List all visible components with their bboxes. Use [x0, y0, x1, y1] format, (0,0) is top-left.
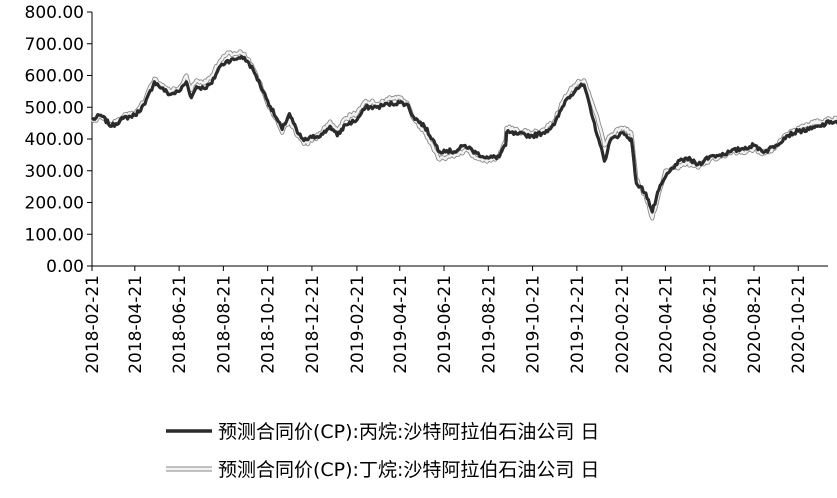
- x-tick-label: 2020-10-21: [789, 275, 809, 374]
- x-tick-label: 2019-12-21: [568, 275, 588, 374]
- legend-label: 预测合同价(CP):丙烷:沙特阿拉伯石油公司 日: [218, 421, 599, 443]
- x-tick-label: 2019-02-21: [348, 275, 368, 374]
- x-tick-label: 2019-08-21: [479, 275, 499, 374]
- x-tick-label: 2018-04-21: [126, 275, 146, 374]
- x-tick-label: 2019-04-21: [391, 275, 411, 374]
- x-tick-label: 2018-06-21: [170, 275, 190, 374]
- y-tick-label: 200.00: [25, 194, 84, 214]
- y-tick-label: 0.00: [46, 257, 84, 277]
- legend-label: 预测合同价(CP):丁烷:沙特阿拉伯石油公司 日: [218, 459, 599, 481]
- x-tick-label: 2019-10-21: [524, 275, 544, 374]
- x-tick-label: 2020-06-21: [701, 275, 721, 374]
- y-tick-label: 700.00: [25, 35, 84, 55]
- series-line-outline-1: [90, 49, 837, 221]
- x-tick-label: 2020-04-21: [656, 275, 676, 374]
- x-tick-label: 2020-02-21: [613, 275, 633, 374]
- y-axis: 0.00 100.00 200.00 300.00 400.00 500.00 600.00…: [25, 3, 93, 277]
- y-tick-label: 300.00: [25, 162, 84, 182]
- x-tick-label: 2018-02-21: [83, 275, 103, 374]
- x-tick-label: 2018-10-21: [259, 275, 279, 374]
- y-tick-label: 800.00: [25, 3, 84, 23]
- y-tick-label: 100.00: [25, 225, 84, 245]
- series-line-1: [91, 50, 837, 220]
- legend: 预测合同价(CP):丙烷:沙特阿拉伯石油公司 日预测合同价(CP):丁烷:沙特阿…: [166, 421, 599, 481]
- x-tick-label: 2018-12-21: [303, 275, 323, 374]
- x-tick-label: 2018-08-21: [214, 275, 234, 374]
- series-line-0: [90, 54, 837, 214]
- series-layer: [90, 49, 837, 221]
- x-axis: 2018-02-21 2018-04-21 2018-06-21 2018-08-21…: [83, 265, 828, 374]
- y-tick-label: 600.00: [25, 67, 84, 87]
- y-tick-label: 500.00: [25, 98, 84, 118]
- x-tick-label: 2020-08-21: [745, 275, 765, 374]
- x-tick-label: 2019-06-21: [435, 275, 455, 374]
- y-tick-label: 400.00: [25, 130, 84, 150]
